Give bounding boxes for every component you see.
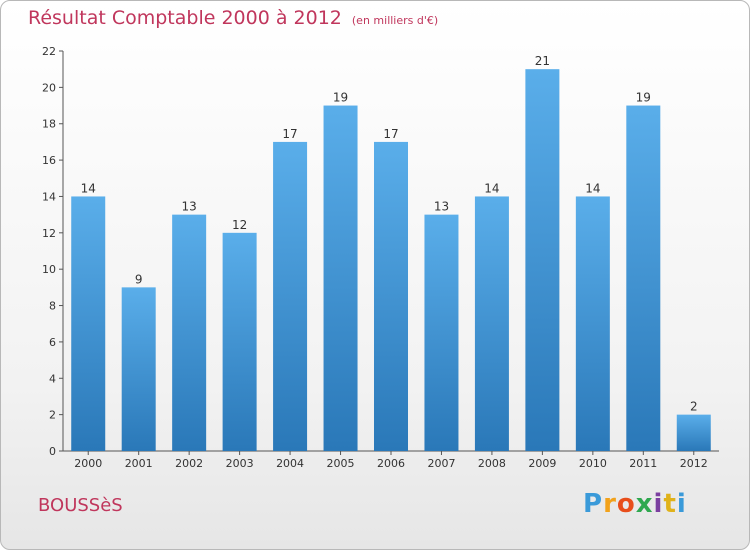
data-label-2001: 9: [135, 272, 143, 286]
logo-letter: t: [663, 489, 677, 519]
data-label-2005: 19: [333, 91, 348, 105]
data-label-2009: 21: [535, 54, 550, 68]
data-label-2002: 13: [182, 200, 197, 214]
x-tick-label-2007: 2007: [427, 457, 455, 470]
x-tick-label-2012: 2012: [680, 457, 708, 470]
bar-2000: [71, 196, 106, 451]
y-tick-label: 2: [49, 409, 56, 422]
data-label-2007: 13: [434, 200, 449, 214]
data-label-2012: 2: [690, 400, 698, 414]
proxiti-logo[interactable]: Proxiti: [583, 489, 687, 519]
bar-2002: [172, 214, 207, 451]
x-tick-label-2006: 2006: [377, 457, 405, 470]
logo-letter: i: [653, 489, 664, 519]
bar-2001: [121, 287, 156, 451]
x-tick-label-2010: 2010: [579, 457, 607, 470]
bar-2011: [626, 105, 661, 451]
x-tick-label-2001: 2001: [125, 457, 153, 470]
bar-2004: [273, 141, 308, 451]
bar-2010: [575, 196, 610, 451]
logo-letter: i: [676, 489, 687, 519]
data-label-2006: 17: [383, 127, 398, 141]
x-tick-label-2011: 2011: [629, 457, 657, 470]
y-tick-label: 22: [42, 45, 56, 58]
bar-2006: [374, 141, 408, 451]
bar-2007: [424, 214, 459, 451]
y-tick-label: 8: [49, 300, 56, 313]
x-tick-label-2003: 2003: [226, 457, 254, 470]
data-label-2004: 17: [282, 127, 297, 141]
x-tick-label-2002: 2002: [175, 457, 203, 470]
y-tick-label: 12: [42, 227, 56, 240]
x-tick-label-2008: 2008: [478, 457, 506, 470]
bar-2009: [525, 69, 560, 451]
bar-2012: [676, 414, 711, 451]
y-tick-label: 0: [49, 445, 56, 458]
y-tick-label: 20: [42, 81, 56, 94]
bar-2008: [474, 196, 509, 451]
data-label-2011: 19: [636, 91, 651, 105]
chart-title: Résultat Comptable 2000 à 2012 (en millie…: [28, 7, 438, 29]
place-name: BOUSSèS: [38, 495, 123, 516]
data-label-2010: 14: [585, 181, 600, 195]
x-tick-label-2005: 2005: [327, 457, 355, 470]
y-tick-label: 18: [42, 118, 56, 131]
y-tick-label: 14: [42, 190, 56, 203]
y-tick-label: 10: [42, 263, 56, 276]
x-tick-label-2009: 2009: [528, 457, 556, 470]
bars: 14 9 13 12 17 19 17 13 14 21 14 19 2: [71, 54, 711, 451]
bar-2005: [323, 105, 358, 451]
logo-letter: P: [583, 489, 604, 519]
data-label-2008: 14: [484, 181, 499, 195]
logo-letter: o: [616, 489, 636, 519]
logo-letter: r: [603, 489, 617, 519]
logo-letter: x: [635, 489, 654, 519]
x-tick-label-2004: 2004: [276, 457, 304, 470]
y-tick-label: 6: [49, 336, 56, 349]
chart-subtitle: (en milliers d'€): [351, 14, 439, 27]
chart-title-text: Résultat Comptable 2000 à 2012: [28, 7, 342, 29]
x-tick-label-2000: 2000: [74, 457, 102, 470]
data-label-2000: 14: [81, 181, 96, 195]
data-label-2003: 12: [232, 218, 247, 232]
y-tick-label: 16: [42, 154, 56, 167]
y-tick-label: 4: [49, 372, 56, 385]
bar-2003: [222, 232, 257, 451]
